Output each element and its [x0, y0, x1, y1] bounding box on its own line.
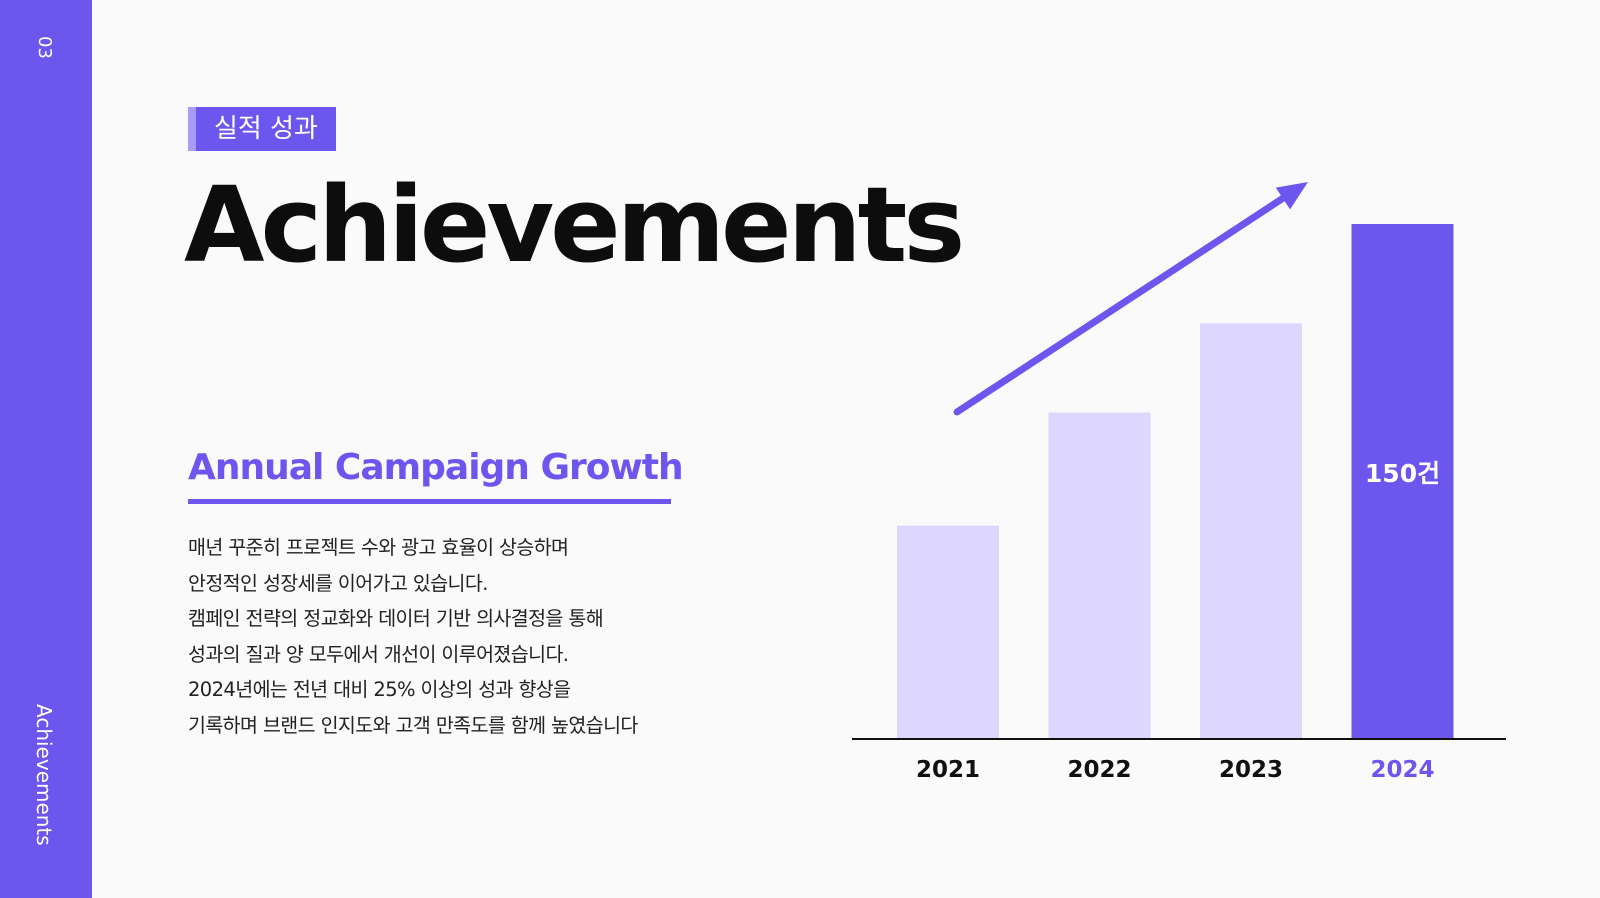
x-tick-2021: 2021 — [916, 757, 980, 783]
description: 매년 꾸준히 프로젝트 수와 광고 효율이 상승하며 안정적인 성장세를 이어가… — [188, 530, 748, 744]
page-title: Achievements — [184, 164, 965, 286]
bar-2021 — [897, 525, 999, 738]
data-label-2024: 150건 — [1365, 459, 1440, 488]
description-line: 캠페인 전략의 정교화와 데이터 기반 의사결정을 통해 — [188, 607, 604, 631]
section-label: Achievements — [32, 704, 56, 846]
x-tick-2022: 2022 — [1067, 757, 1131, 783]
trend-arrow-line — [953, 187, 1298, 416]
description-line: 매년 꾸준히 프로젝트 수와 광고 효율이 상승하며 — [188, 536, 569, 559]
bar-2023 — [1200, 323, 1302, 738]
subtitle-underline — [188, 499, 671, 504]
x-tick-2023: 2023 — [1219, 757, 1283, 783]
badge-accent-bar — [188, 107, 196, 151]
description-line: 기록하며 브랜드 인지도와 고객 만족도를 함께 높였습니다 — [188, 713, 638, 737]
bar-chart: 2021 2022 2023 150건 2024 — [852, 182, 1506, 783]
sidebar: 03 Achievements — [0, 0, 92, 898]
section-badge: 실적 성과 — [188, 107, 336, 151]
description-line: 성과의 질과 양 모두에서 개선이 이루어졌습니다. — [188, 642, 569, 666]
page-number: 03 — [34, 36, 55, 59]
trend-arrow-head — [1275, 182, 1308, 210]
description-line: 2024년에는 전년 대비 25% 이상의 성과 향상을 — [188, 678, 571, 702]
x-tick-2024: 2024 — [1370, 757, 1434, 783]
bar-2024 — [1351, 224, 1454, 738]
bar-2022 — [1048, 412, 1151, 738]
description-line: 안정적인 성장세를 이어가고 있습니다. — [188, 571, 488, 595]
badge-label: 실적 성과 — [214, 114, 318, 144]
chart-subtitle: Annual Campaign Growth — [188, 447, 684, 488]
